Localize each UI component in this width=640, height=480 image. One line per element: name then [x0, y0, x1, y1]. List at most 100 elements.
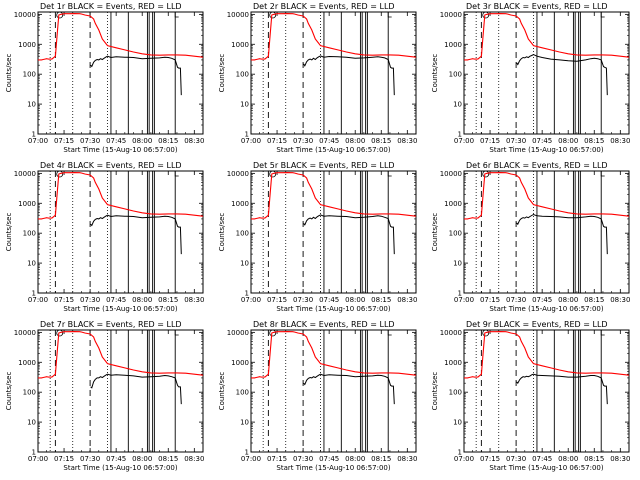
y-axis-label: Counts/sec	[431, 54, 439, 93]
x-tick-label: 07:30	[506, 455, 526, 463]
x-tick-label: 08:00	[345, 455, 365, 463]
y-tick-label: 10	[27, 101, 36, 109]
x-tick-label: 08:00	[558, 455, 578, 463]
state-marker-bracket	[387, 171, 392, 177]
detector-panel: Det 2r BLACK = Events, RED = LLD 1 10 100 10…	[218, 2, 417, 154]
lld-series-line	[251, 13, 417, 61]
y-axis-label: Counts/sec	[218, 213, 226, 252]
y-tick-label: 100	[449, 71, 462, 79]
x-tick-label: 07:45	[319, 296, 339, 304]
lld-series-line	[464, 13, 630, 61]
x-tick-label: 08:00	[132, 455, 152, 463]
events-series-line	[303, 55, 395, 96]
y-tick-label: 10	[27, 260, 36, 268]
x-tick-label: 07:45	[532, 296, 552, 304]
x-axis-label: Start Time (15-Aug-10 06:57:00)	[276, 146, 390, 154]
panel-title: Det 3r BLACK = Events, RED = LLD	[466, 2, 608, 11]
y-tick-label: 1	[458, 290, 462, 298]
x-tick-label: 08:30	[184, 137, 204, 145]
y-axis-label: Counts/sec	[218, 54, 226, 93]
detector-panel: Det 6r BLACK = Events, RED = LLD 1 10 100 10…	[431, 161, 630, 313]
x-tick-label: 07:15	[480, 455, 500, 463]
detector-panel: Det 9r BLACK = Events, RED = LLD 1 10 100 10…	[431, 320, 630, 472]
x-tick-label: 08:15	[584, 455, 604, 463]
x-tick-label: 08:30	[184, 296, 204, 304]
state-marker-bracket	[174, 330, 179, 336]
y-tick-label: 10	[453, 101, 462, 109]
y-tick-label: 100	[236, 230, 249, 238]
lld-series-line	[38, 172, 204, 220]
x-tick-label: 08:15	[371, 296, 391, 304]
plot-frame	[37, 11, 204, 135]
x-tick-label: 07:30	[293, 455, 313, 463]
lld-series-line	[251, 172, 417, 220]
x-axis-label: Start Time (15-Aug-10 06:57:00)	[276, 305, 390, 313]
x-tick-label: 07:45	[106, 455, 126, 463]
y-tick-label: 100	[23, 71, 36, 79]
y-tick-label: 1000	[444, 200, 462, 208]
y-tick-label: 100	[449, 389, 462, 397]
x-tick-label: 07:45	[532, 137, 552, 145]
x-tick-label: 07:15	[54, 455, 74, 463]
panel-title: Det 9r BLACK = Events, RED = LLD	[466, 320, 608, 329]
x-tick-label: 07:15	[480, 137, 500, 145]
x-tick-label: 08:15	[158, 137, 178, 145]
x-tick-label: 07:00	[241, 137, 261, 145]
x-tick-label: 07:30	[506, 296, 526, 304]
x-tick-label: 07:30	[506, 137, 526, 145]
x-tick-label: 07:30	[80, 296, 100, 304]
events-series-line	[516, 373, 608, 405]
x-tick-label: 08:15	[158, 455, 178, 463]
y-tick-label: 10000	[14, 329, 36, 337]
y-tick-label: 1000	[444, 359, 462, 367]
state-marker-bracket	[387, 330, 392, 336]
y-tick-label: 1000	[18, 200, 36, 208]
y-tick-label: 100	[236, 71, 249, 79]
lld-series-line	[38, 13, 204, 61]
x-tick-label: 07:45	[319, 137, 339, 145]
state-marker-circle	[482, 170, 490, 178]
x-tick-label: 08:30	[610, 296, 630, 304]
x-tick-label: 07:15	[480, 296, 500, 304]
x-axis-label: Start Time (15-Aug-10 06:57:00)	[63, 146, 177, 154]
x-tick-label: 07:00	[28, 455, 48, 463]
x-tick-label: 08:30	[397, 296, 417, 304]
state-marker-circle	[56, 329, 64, 337]
detector-panel: Det 5r BLACK = Events, RED = LLD 1 10 100 10…	[218, 161, 417, 313]
y-tick-label: 1	[245, 290, 249, 298]
x-tick-label: 07:00	[241, 455, 261, 463]
y-tick-label: 100	[23, 230, 36, 238]
y-tick-label: 1	[32, 131, 36, 139]
state-marker-circle	[482, 11, 490, 19]
x-tick-label: 07:15	[267, 296, 287, 304]
x-tick-label: 07:15	[54, 137, 74, 145]
y-tick-label: 10000	[440, 11, 462, 19]
y-tick-label: 1	[32, 290, 36, 298]
x-tick-label: 08:30	[610, 137, 630, 145]
panel-title: Det 4r BLACK = Events, RED = LLD	[40, 161, 182, 170]
y-tick-label: 10000	[14, 11, 36, 19]
y-tick-label: 1000	[444, 41, 462, 49]
state-marker-circle	[269, 11, 277, 19]
x-tick-label: 07:00	[28, 296, 48, 304]
x-tick-label: 08:30	[397, 137, 417, 145]
y-axis-label: Counts/sec	[5, 372, 13, 411]
x-tick-label: 08:30	[184, 455, 204, 463]
y-axis-label: Counts/sec	[5, 213, 13, 252]
x-tick-label: 08:00	[345, 296, 365, 304]
x-tick-label: 08:00	[132, 296, 152, 304]
state-marker-circle	[269, 170, 277, 178]
events-series-line	[303, 373, 395, 405]
y-axis-label: Counts/sec	[431, 372, 439, 411]
y-tick-label: 10	[240, 260, 249, 268]
x-tick-label: 08:15	[584, 137, 604, 145]
detector-panel: Det 4r BLACK = Events, RED = LLD 1 10 100 10…	[5, 161, 204, 313]
y-tick-label: 1	[458, 449, 462, 457]
y-tick-label: 100	[236, 389, 249, 397]
y-tick-label: 10	[453, 419, 462, 427]
y-tick-label: 100	[449, 230, 462, 238]
events-series-line	[90, 373, 182, 405]
x-axis-label: Start Time (15-Aug-10 06:57:00)	[489, 305, 603, 313]
x-tick-label: 08:00	[558, 296, 578, 304]
